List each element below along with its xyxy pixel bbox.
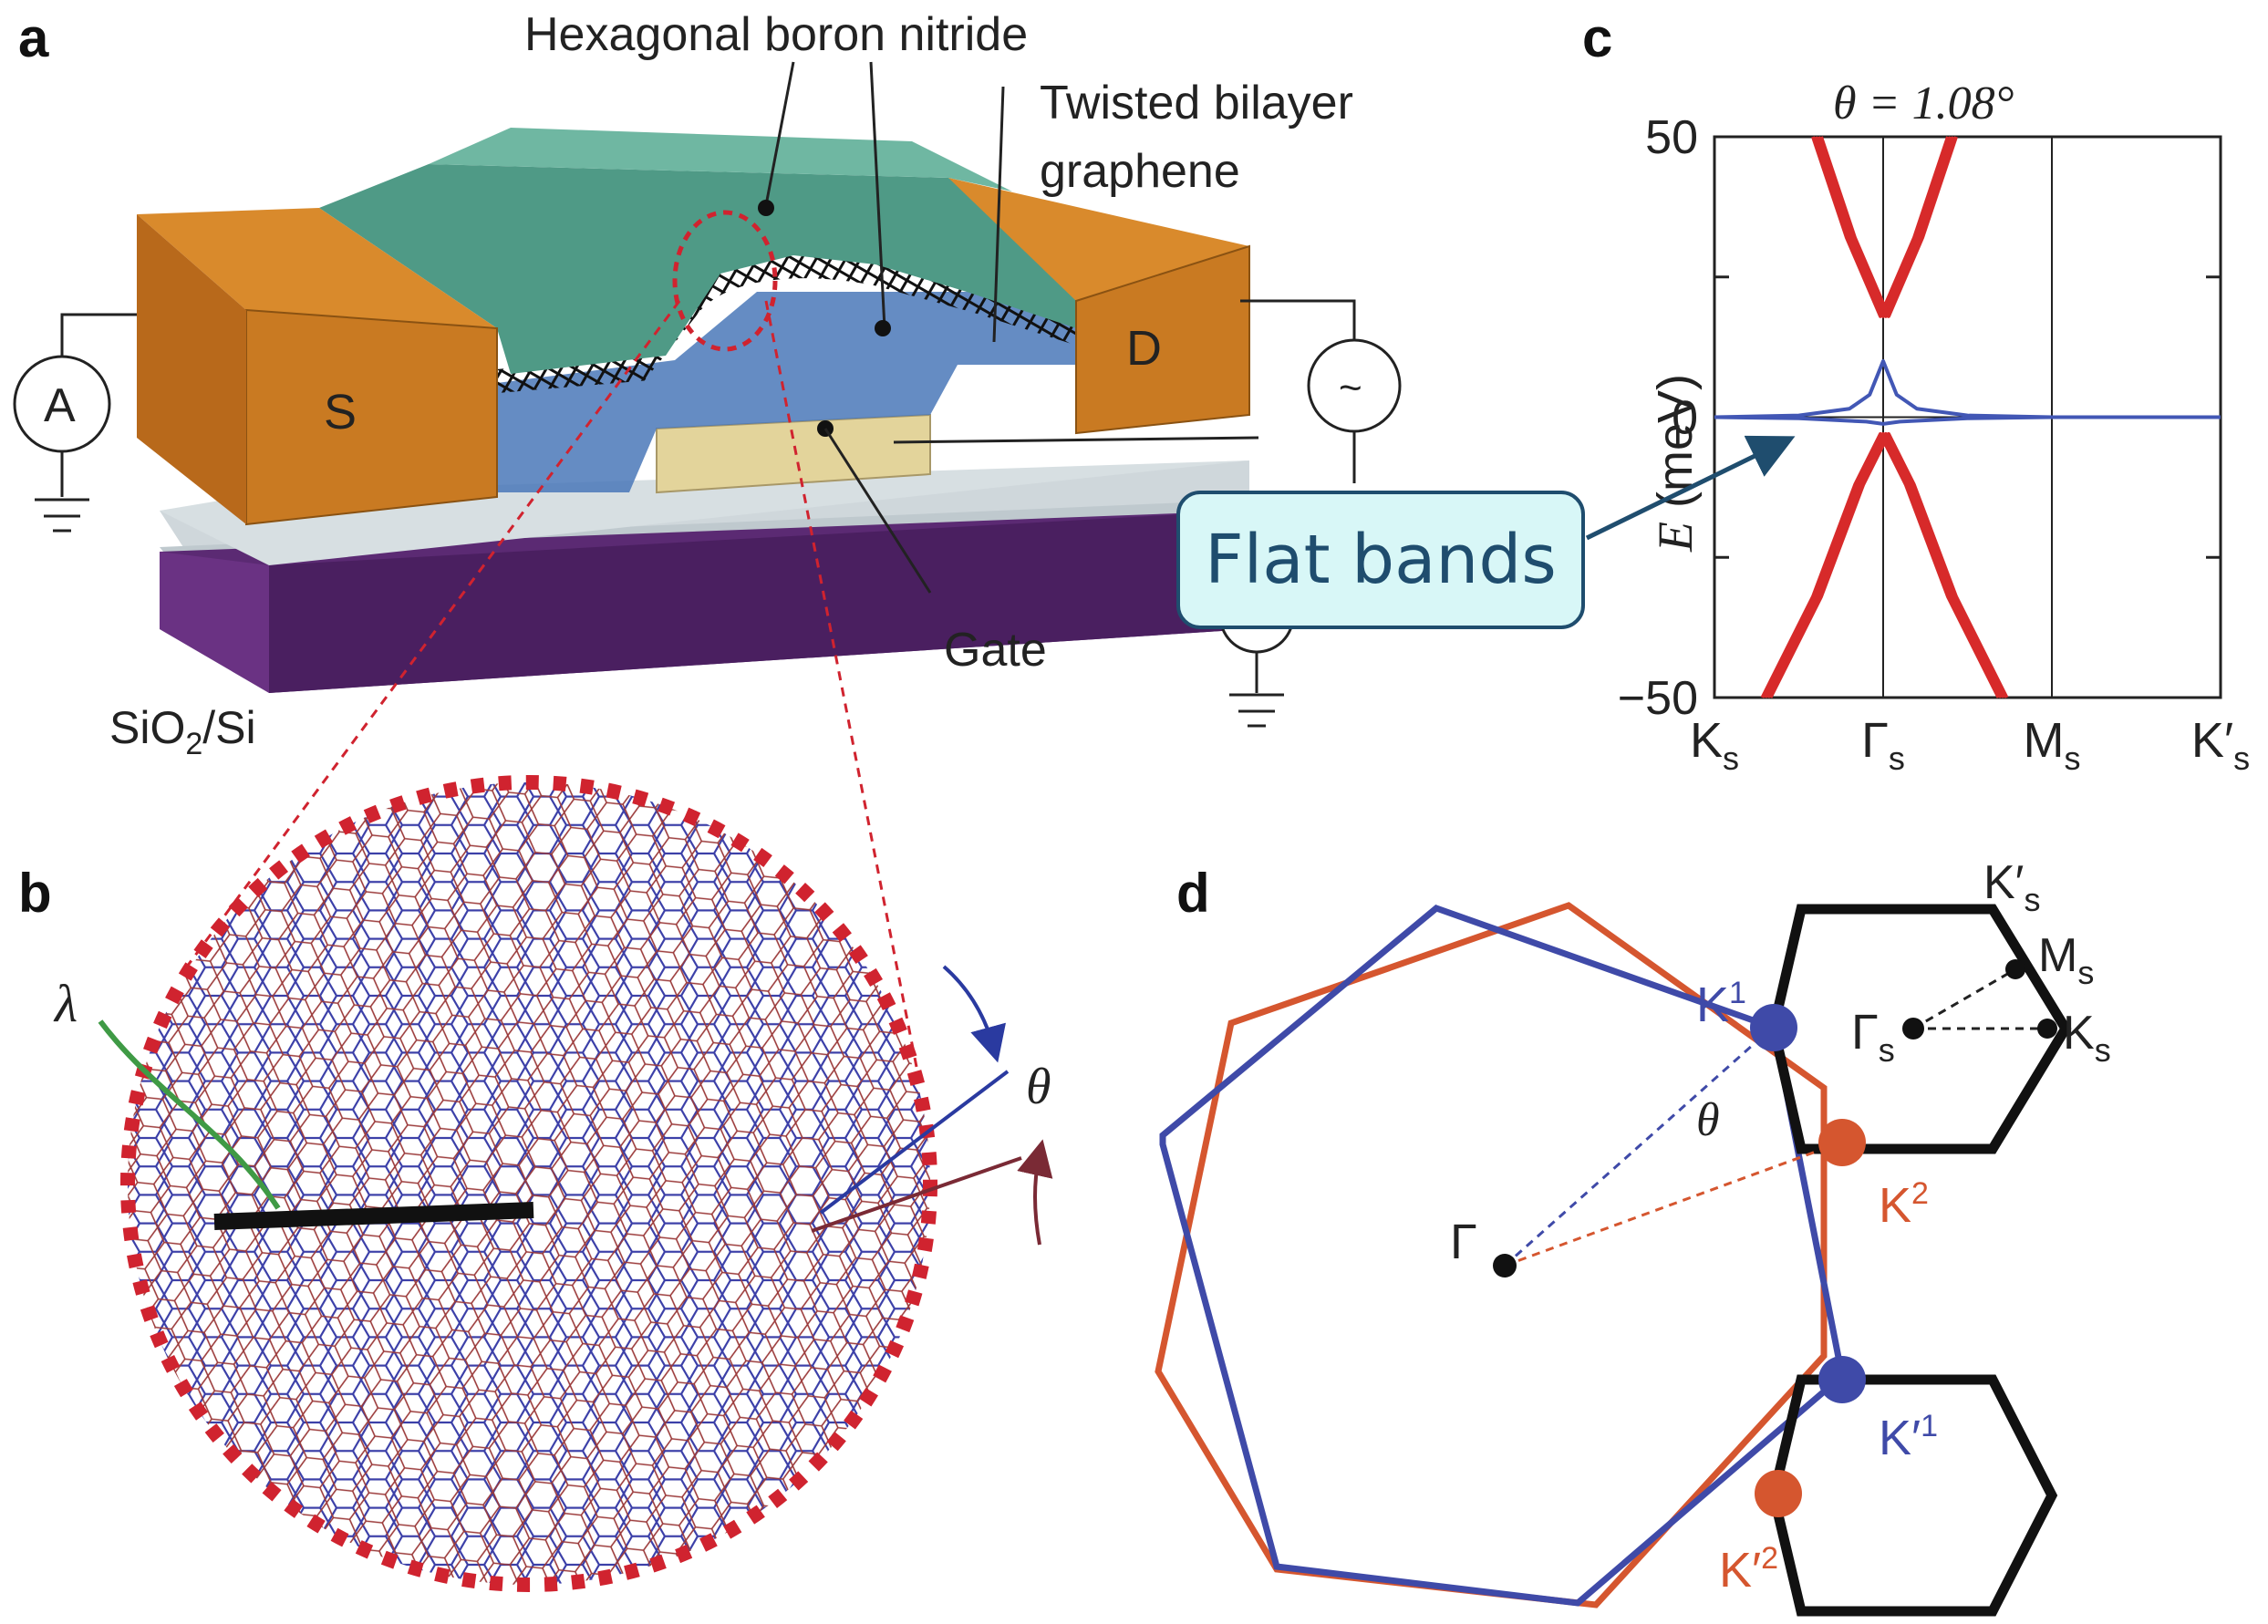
gamma-to-k2 xyxy=(1504,1143,1837,1267)
tbg-label-2: graphene xyxy=(1040,145,1240,198)
gamma-s-point xyxy=(1902,1018,1924,1040)
hbn-leader-2 xyxy=(869,61,886,329)
hbn-ridge xyxy=(429,128,1012,191)
y-tick-label: 0 xyxy=(1672,392,1698,445)
layer1-direction xyxy=(819,1070,1010,1215)
lambda-leader xyxy=(98,1019,281,1210)
chart-title: θ = 1.08° xyxy=(1833,78,2014,129)
k1-point xyxy=(1750,1004,1797,1051)
kp1-point xyxy=(1818,1356,1866,1403)
band-line-flat xyxy=(1714,359,2221,419)
gate-wire xyxy=(893,436,1259,444)
ks-point xyxy=(2037,1019,2057,1039)
band-line-flat xyxy=(1714,415,2221,426)
x-tick-label: K′s xyxy=(2191,713,2250,777)
kps-label: K′s xyxy=(1983,856,2040,918)
panel-a: a S D Hex xyxy=(13,7,1402,1068)
band-line-lower xyxy=(1766,431,2006,698)
oxide-top xyxy=(160,460,1249,565)
band-line-upper xyxy=(1819,136,1958,318)
band-line-lower xyxy=(1763,431,2004,698)
lattice-outline xyxy=(120,775,937,1592)
substrate-side xyxy=(160,552,269,693)
panel-b-letter: b xyxy=(18,863,52,924)
k2-point xyxy=(1818,1119,1866,1166)
ms-point xyxy=(2005,959,2025,979)
band-line-upper xyxy=(1817,136,1955,318)
ground-left xyxy=(35,451,89,533)
theta-label-d: θ xyxy=(1696,1094,1720,1146)
source-side xyxy=(137,214,246,524)
kp1-label: K′1 xyxy=(1879,1409,1938,1465)
kp2-label: K′2 xyxy=(1719,1541,1778,1598)
tbg-label-1: Twisted bilayer xyxy=(1040,77,1353,129)
hbn-dot-1 xyxy=(758,200,774,216)
hbn-leader-1 xyxy=(764,61,795,206)
gamma-point xyxy=(1493,1254,1517,1277)
hbn-label: Hexagonal boron nitride xyxy=(524,8,1028,61)
k2-label: K2 xyxy=(1879,1176,1929,1233)
moire-wavelength-bar xyxy=(213,1202,534,1230)
x-tick-label: Ks xyxy=(1690,713,1739,777)
y-tick-label: −50 xyxy=(1618,672,1698,725)
kp2-point xyxy=(1755,1470,1802,1517)
ac-wire xyxy=(1240,299,1356,342)
ammeter-label: A xyxy=(44,379,76,432)
ms-label: Ms xyxy=(2038,929,2094,991)
hbn-top xyxy=(319,164,1076,374)
panel-a-letter: a xyxy=(18,7,49,68)
ac-source-label: ~ xyxy=(1339,366,1362,410)
x-tick-label: Ms xyxy=(2024,713,2081,777)
flat-bands-callout: Flat bands xyxy=(1176,491,1585,629)
panel-d-letter: d xyxy=(1176,863,1210,924)
source-electrode xyxy=(245,308,498,526)
panel-b: b λ θ xyxy=(18,775,1053,1592)
panel-d: d Γ θ K1 K2 K′1 K′2 Γs Ks Ms K′s xyxy=(1155,856,2111,1617)
y-axis-label: E (meV) xyxy=(1648,374,1703,553)
band-line-upper xyxy=(1811,136,1950,318)
callout-arrow xyxy=(1585,435,1796,541)
band-line-upper xyxy=(1814,136,1952,318)
drain-electrode xyxy=(1075,244,1250,435)
ground-right xyxy=(1229,652,1284,728)
channel-layer xyxy=(497,292,1076,492)
rotation-arrow-top xyxy=(942,965,1006,1063)
ammeter-wire xyxy=(60,313,137,374)
panel-c-letter: c xyxy=(1582,7,1612,68)
gate-label: Gate xyxy=(944,624,1047,677)
k1-label: K1 xyxy=(1696,976,1746,1032)
gamma-to-k1 xyxy=(1504,1029,1770,1267)
zoom-line-left xyxy=(185,300,681,967)
band-line-lower xyxy=(1760,431,2001,698)
ks-label: Ks xyxy=(2063,1007,2111,1069)
theta-label-b: θ xyxy=(1026,1059,1051,1115)
hbn-dot-2 xyxy=(875,320,891,336)
drain-label: D xyxy=(1126,321,1162,376)
gs-to-ms xyxy=(1912,967,2016,1030)
moire-lattice xyxy=(128,782,930,1585)
flat-bands-callout-text: Flat bands xyxy=(1205,521,1557,599)
gamma-s-label: Γs xyxy=(1851,1005,1895,1069)
band-line-lower xyxy=(1768,431,2009,698)
y-tick-label: 50 xyxy=(1645,111,1698,164)
gate-leader xyxy=(823,428,932,594)
lambda-label: λ xyxy=(53,974,78,1033)
substrate-label: SiO2/Si xyxy=(109,702,256,761)
layer2-direction xyxy=(811,1156,1022,1233)
tbg-leader xyxy=(992,86,1005,343)
source-label: S xyxy=(324,385,357,440)
x-tick-label: Γs xyxy=(1861,713,1905,777)
zoom-ellipse xyxy=(672,210,778,352)
gamma-label: Γ xyxy=(1450,1215,1477,1269)
rotation-arrow-bottom xyxy=(1017,1139,1053,1246)
substrate-front xyxy=(269,511,1249,693)
